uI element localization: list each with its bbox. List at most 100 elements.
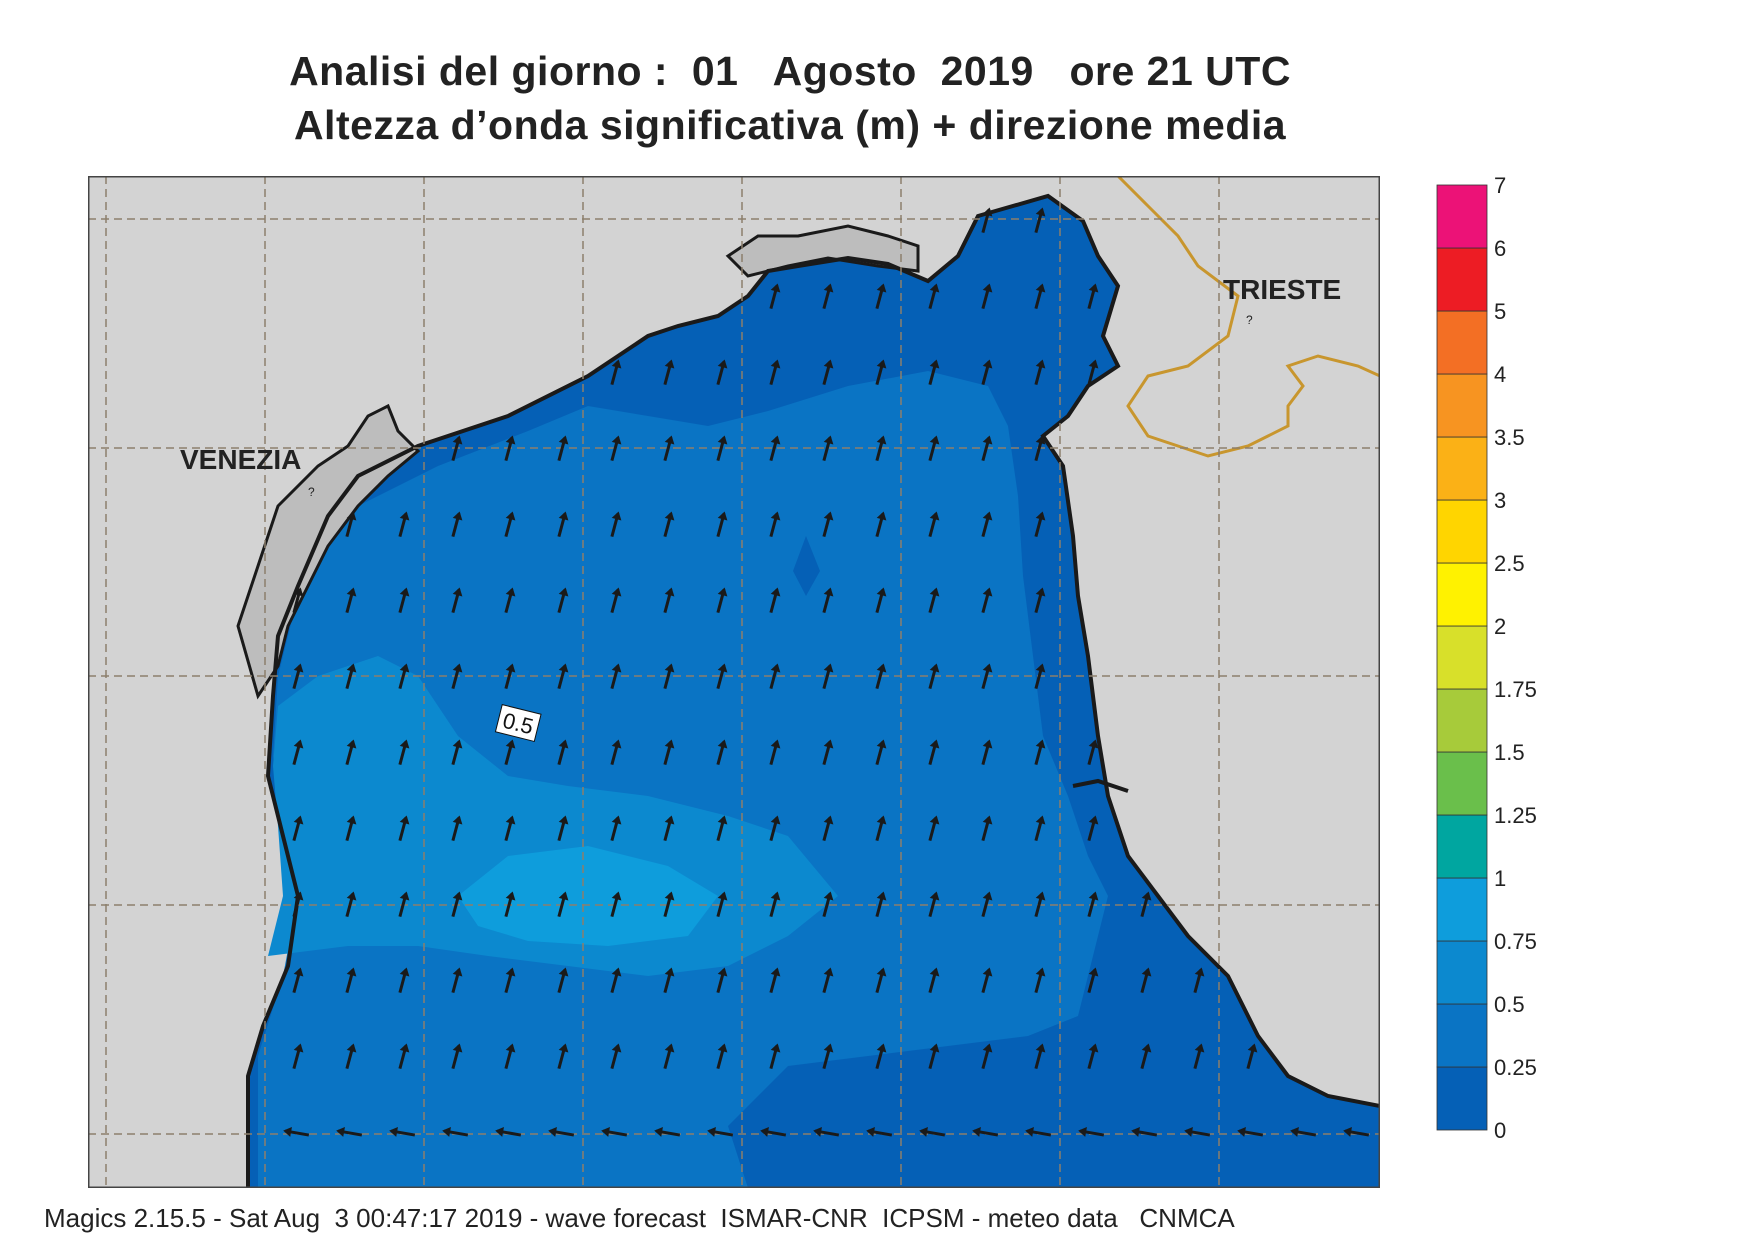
map-subtitle: Altezza d’onda significativa (m) + direz… [293, 102, 1287, 148]
wave-direction-arrow [716, 663, 728, 689]
wave-band-0.25 [258, 371, 1108, 1188]
wave-direction-arrow [601, 1127, 628, 1137]
city-marker-trieste: ? [1246, 313, 1253, 327]
wave-direction-arrow [663, 815, 675, 841]
wave-direction-arrow [292, 663, 304, 689]
contour-label-0.5: 0.5 [494, 704, 542, 743]
wave-direction-arrow [398, 587, 410, 613]
wave-direction-arrow [451, 587, 463, 613]
legend-label: 2 [1494, 614, 1506, 639]
wave-direction-arrow [663, 967, 675, 993]
wave-direction-arrow [981, 739, 993, 765]
wave-direction-arrow [919, 1127, 946, 1137]
wave-direction-arrow [292, 967, 304, 993]
wave-direction-arrow [398, 511, 410, 537]
legend-label: 0.75 [1494, 929, 1537, 954]
legend-label: 3 [1494, 488, 1506, 513]
map-frame [88, 176, 1380, 1188]
wave-direction-arrow [769, 1043, 781, 1069]
wave-direction-arrow [610, 891, 622, 917]
wave-direction-arrow [504, 739, 516, 765]
wave-direction-arrow [1034, 511, 1046, 537]
wave-direction-arrow [928, 967, 940, 993]
wave-direction-arrow [716, 587, 728, 613]
wave-direction-arrow [389, 1127, 416, 1137]
wave-direction-arrow [1140, 967, 1152, 993]
legend-label: 1.75 [1494, 677, 1537, 702]
wave-direction-arrow [345, 587, 357, 613]
wave-direction-arrow [610, 815, 622, 841]
wave-direction-arrow [283, 1127, 310, 1137]
wave-direction-arrow [451, 663, 463, 689]
legend-swatch [1436, 373, 1488, 438]
wave-direction-arrow [769, 283, 781, 309]
wave-direction-arrow [928, 1043, 940, 1069]
wave-direction-arrow [336, 1127, 363, 1137]
wave-direction-arrow [981, 587, 993, 613]
wave-direction-arrow [1193, 1043, 1205, 1069]
wave-direction-arrow [875, 283, 887, 309]
wave-direction-arrow [504, 967, 516, 993]
wave-direction-arrow [663, 739, 675, 765]
wave-direction-arrow [1246, 1043, 1258, 1069]
wave-direction-arrow [822, 739, 834, 765]
wave-direction-arrow [548, 1127, 575, 1137]
wave-direction-arrow [981, 511, 993, 537]
wave-direction-arrow [769, 587, 781, 613]
wave-direction-arrow [610, 663, 622, 689]
wave-direction-arrow [398, 815, 410, 841]
city-marker-venezia: ? [308, 485, 315, 499]
legend-swatch [1436, 436, 1488, 501]
wave-direction-arrow [875, 359, 887, 385]
map-title: Analisi del giorno : 01 Agosto 2019 ore … [289, 48, 1291, 94]
wave-direction-arrow [928, 511, 940, 537]
wave-direction-arrow [981, 283, 993, 309]
wave-direction-arrow [557, 663, 569, 689]
wave-direction-arrow [822, 359, 834, 385]
wave-direction-arrow [1087, 283, 1099, 309]
wave-direction-arrow [769, 815, 781, 841]
wave-direction-arrow [504, 891, 516, 917]
wave-height-map: 0.5 VENEZIA ? TRIESTE ? [88, 176, 1380, 1188]
legend-label: 2.5 [1494, 551, 1525, 576]
wave-direction-arrow [345, 663, 357, 689]
wave-direction-arrow [504, 587, 516, 613]
grado-lagoon [725, 224, 920, 278]
wave-direction-arrow [610, 1043, 622, 1069]
coastline [246, 193, 1380, 1188]
wave-direction-arrow [345, 891, 357, 917]
wave-direction-arrow [981, 435, 993, 461]
wave-direction-arrow [292, 891, 304, 917]
wave-direction-arrow [1131, 1127, 1158, 1137]
legend-label: 1 [1494, 866, 1506, 891]
wave-direction-arrow [1034, 967, 1046, 993]
wave-direction-arrow [1087, 1043, 1099, 1069]
legend-label: 5 [1494, 299, 1506, 324]
wave-direction-arrow [822, 891, 834, 917]
wave-direction-arrow [504, 435, 516, 461]
wave-direction-arrow [822, 663, 834, 689]
wave-direction-arrow [451, 435, 463, 461]
wave-direction-arrow [866, 1127, 893, 1137]
wave-direction-arrow [875, 587, 887, 613]
wave-direction-arrow [928, 739, 940, 765]
wave-direction-arrow [1193, 967, 1205, 993]
wave-direction-arrow [769, 891, 781, 917]
wave-direction-arrow [1034, 587, 1046, 613]
wave-band-0.75 [458, 846, 718, 946]
wave-direction-arrow [1140, 1043, 1152, 1069]
legend-label: 6 [1494, 236, 1506, 261]
wave-direction-arrow [504, 663, 516, 689]
wave-direction-arrow [769, 739, 781, 765]
wave-direction-arrow [504, 511, 516, 537]
wave-direction-arrow [928, 587, 940, 613]
wave-direction-arrow [345, 1043, 357, 1069]
wave-direction-arrow [875, 511, 887, 537]
wave-direction-arrow [716, 359, 728, 385]
wave-direction-arrow [972, 1127, 999, 1137]
wave-direction-arrow [557, 815, 569, 841]
wave-direction-arrow [1087, 359, 1099, 385]
wave-direction-arrow [928, 815, 940, 841]
wave-direction-arrow [928, 435, 940, 461]
wave-direction-arrow [557, 587, 569, 613]
